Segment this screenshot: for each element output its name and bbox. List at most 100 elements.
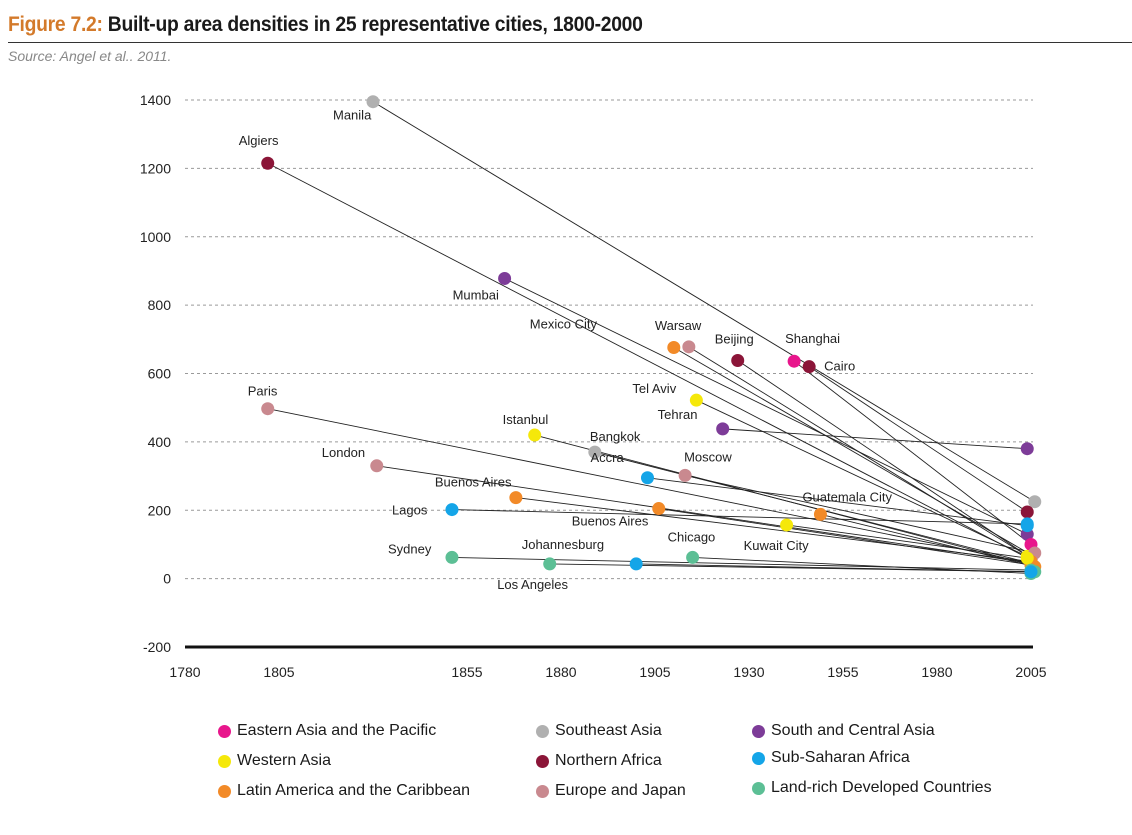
figure-label: Figure 7.2: <box>8 13 103 36</box>
y-tick-label: -200 <box>143 639 171 655</box>
source-note: Source: Angel et al.. 2011. <box>8 48 172 64</box>
legend-label: Latin America and the Caribbean <box>237 782 471 799</box>
connector-line <box>594 451 1032 564</box>
y-tick-label: 200 <box>148 502 172 518</box>
start-point <box>445 550 459 564</box>
y-tick-label: 1200 <box>140 160 171 176</box>
y-axis-ticks: -200 0 200 400 600 800 1000 1200 1400 <box>140 92 171 655</box>
legend-label: Northern Africa <box>555 752 662 769</box>
city-label: Shanghai <box>785 331 840 346</box>
legend-item: Sub-Saharan Africa <box>752 749 910 767</box>
x-tick-label: 1905 <box>639 664 670 680</box>
connector-line <box>722 428 1028 450</box>
start-point <box>528 428 542 442</box>
legend-item: Southeast Asia <box>536 722 662 740</box>
start-point <box>629 557 643 571</box>
start-point <box>445 503 459 517</box>
figure-title-text: Built-up area densities in 25 representa… <box>107 13 643 36</box>
city-label: Buenos Aires <box>435 475 512 490</box>
x-tick-label: 1805 <box>263 664 294 680</box>
start-point <box>640 471 654 485</box>
start-point <box>802 360 816 374</box>
connector-line <box>267 162 1032 561</box>
city-label: Guatemala City <box>802 489 892 504</box>
city-label: Buenos Aires <box>572 514 649 529</box>
x-tick-label: 1955 <box>827 664 858 680</box>
connector-lines <box>267 101 1035 574</box>
legend: Eastern Asia and the Pacific Southeast As… <box>218 722 1098 812</box>
city-label: London <box>322 445 365 460</box>
city-label: Chicago <box>668 529 716 544</box>
title-rule <box>8 42 1132 43</box>
legend-label: South and Central Asia <box>771 722 935 739</box>
connector-line <box>684 474 1035 554</box>
y-tick-label: 1400 <box>140 92 171 108</box>
y-tick-label: 800 <box>148 297 172 313</box>
start-point <box>588 445 602 459</box>
start-point <box>682 340 696 354</box>
city-label: Mexico City <box>530 317 598 332</box>
city-label: Bangkok <box>590 429 641 444</box>
city-label: Warsaw <box>655 318 702 333</box>
connector-line <box>696 399 1028 557</box>
city-label: Manila <box>333 108 372 123</box>
connector-line <box>515 497 1032 562</box>
legend-label: Southeast Asia <box>555 722 662 739</box>
x-tick-label: 2005 <box>1015 664 1046 680</box>
city-label: Accra <box>590 450 624 465</box>
end-point <box>1020 442 1034 456</box>
start-point <box>686 550 700 564</box>
legend-item: Land-rich Developed Countries <box>752 779 992 797</box>
start-point <box>498 271 512 285</box>
x-tick-label: 1880 <box>545 664 576 680</box>
legend-item: South and Central Asia <box>752 722 935 740</box>
city-label: Los Angeles <box>497 577 568 592</box>
city-label: Kuwait City <box>744 538 810 553</box>
connector-line <box>737 360 1032 559</box>
start-point <box>370 459 384 473</box>
y-tick-label: 600 <box>148 366 172 382</box>
y-tick-label: 400 <box>148 434 172 450</box>
connector-line <box>793 360 1032 545</box>
legend-swatch <box>218 724 231 738</box>
city-label: Moscow <box>684 449 732 464</box>
start-point <box>543 557 557 571</box>
legend-item: Europe and Japan <box>536 782 686 800</box>
legend-label: Land-rich Developed Countries <box>771 779 992 796</box>
legend-item: Latin America and the Caribbean <box>218 782 470 800</box>
city-labels: Manila Algiers Mumbai Warsaw Mexico City Beij… <box>239 108 893 592</box>
legend-swatch <box>218 754 231 768</box>
legend-swatch <box>752 751 765 765</box>
start-point <box>787 354 801 368</box>
start-point <box>813 507 827 521</box>
legend-label: Europe and Japan <box>555 782 686 799</box>
connector-line <box>673 347 1032 556</box>
city-label: Istanbul <box>503 412 549 427</box>
start-point <box>689 393 703 407</box>
city-label: Beijing <box>715 332 754 347</box>
connector-line <box>451 509 1028 525</box>
start-points <box>261 95 827 571</box>
city-label: Johannesburg <box>522 537 604 552</box>
start-point <box>731 354 745 368</box>
end-point <box>1020 505 1034 519</box>
start-point <box>667 341 681 355</box>
legend-swatch <box>752 724 765 738</box>
x-tick-label: 1780 <box>169 664 200 680</box>
figure-title: Figure 7.2: Built-up area densities in 2… <box>8 12 1042 38</box>
end-point <box>1024 565 1038 579</box>
legend-label: Western Asia <box>237 752 331 769</box>
connector-line <box>647 477 1028 527</box>
connector-line <box>267 408 1032 564</box>
legend-label: Sub-Saharan Africa <box>771 749 910 766</box>
legend-swatch <box>752 781 765 795</box>
end-point <box>1020 551 1034 565</box>
start-point <box>678 468 692 482</box>
connector-line <box>636 563 1032 573</box>
connector-line <box>820 513 1035 568</box>
x-tick-label: 1980 <box>921 664 952 680</box>
start-point <box>261 156 275 170</box>
legend-swatch <box>536 724 549 738</box>
legend-swatch <box>218 784 231 798</box>
